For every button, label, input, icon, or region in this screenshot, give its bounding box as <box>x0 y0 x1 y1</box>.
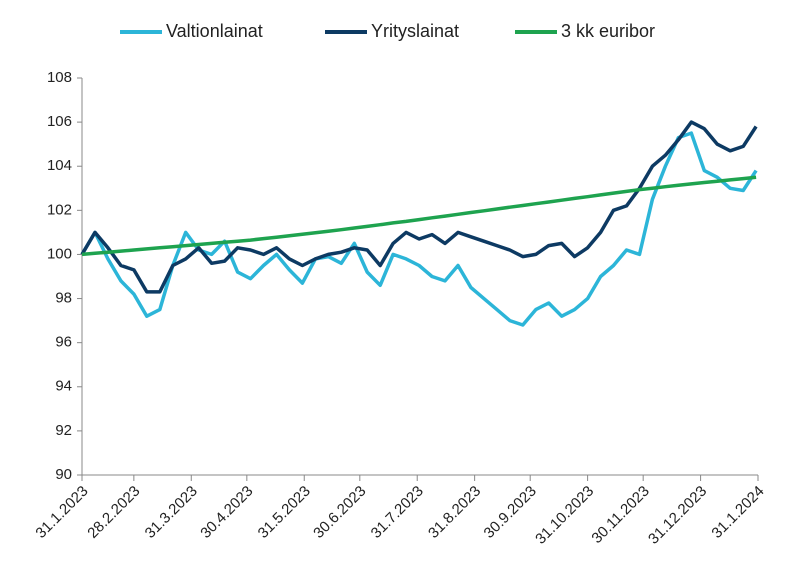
y-tick-label: 94 <box>55 378 72 395</box>
x-tick-label: 30.6.2023 <box>310 483 369 542</box>
legend-label: Valtionlainat <box>166 21 263 41</box>
y-tick-label: 100 <box>47 245 72 262</box>
x-tick-label: 31.12.2023 <box>645 483 710 548</box>
x-tick-label: 31.8.2023 <box>425 483 484 542</box>
x-tick-label: 31.10.2023 <box>532 483 597 548</box>
y-tick-label: 92 <box>55 422 72 439</box>
legend-label: 3 kk euribor <box>561 21 655 41</box>
x-tick-label: 31.1.2024 <box>708 483 767 542</box>
y-tick-label: 96 <box>55 334 72 351</box>
series-line <box>80 120 758 294</box>
x-tick-label: 30.4.2023 <box>197 483 256 542</box>
y-tick-label: 102 <box>47 201 72 218</box>
x-tick-label: 31.1.2023 <box>32 483 91 542</box>
x-tick-label: 31.5.2023 <box>255 483 314 542</box>
y-tick-label: 98 <box>55 290 72 307</box>
x-tick-label: 31.7.2023 <box>368 483 427 542</box>
legend-label: Yrityslainat <box>371 21 459 41</box>
x-tick-label: 28.2.2023 <box>84 483 143 542</box>
y-tick-label: 104 <box>47 157 72 174</box>
y-tick-label: 106 <box>47 113 72 130</box>
x-tick-label: 31.3.2023 <box>142 483 201 542</box>
y-tick-label: 108 <box>47 69 72 86</box>
x-tick-label: 30.11.2023 <box>588 483 652 547</box>
y-tick-label: 90 <box>55 466 72 483</box>
series-line <box>81 175 757 257</box>
x-tick-label: 30.9.2023 <box>481 483 540 542</box>
